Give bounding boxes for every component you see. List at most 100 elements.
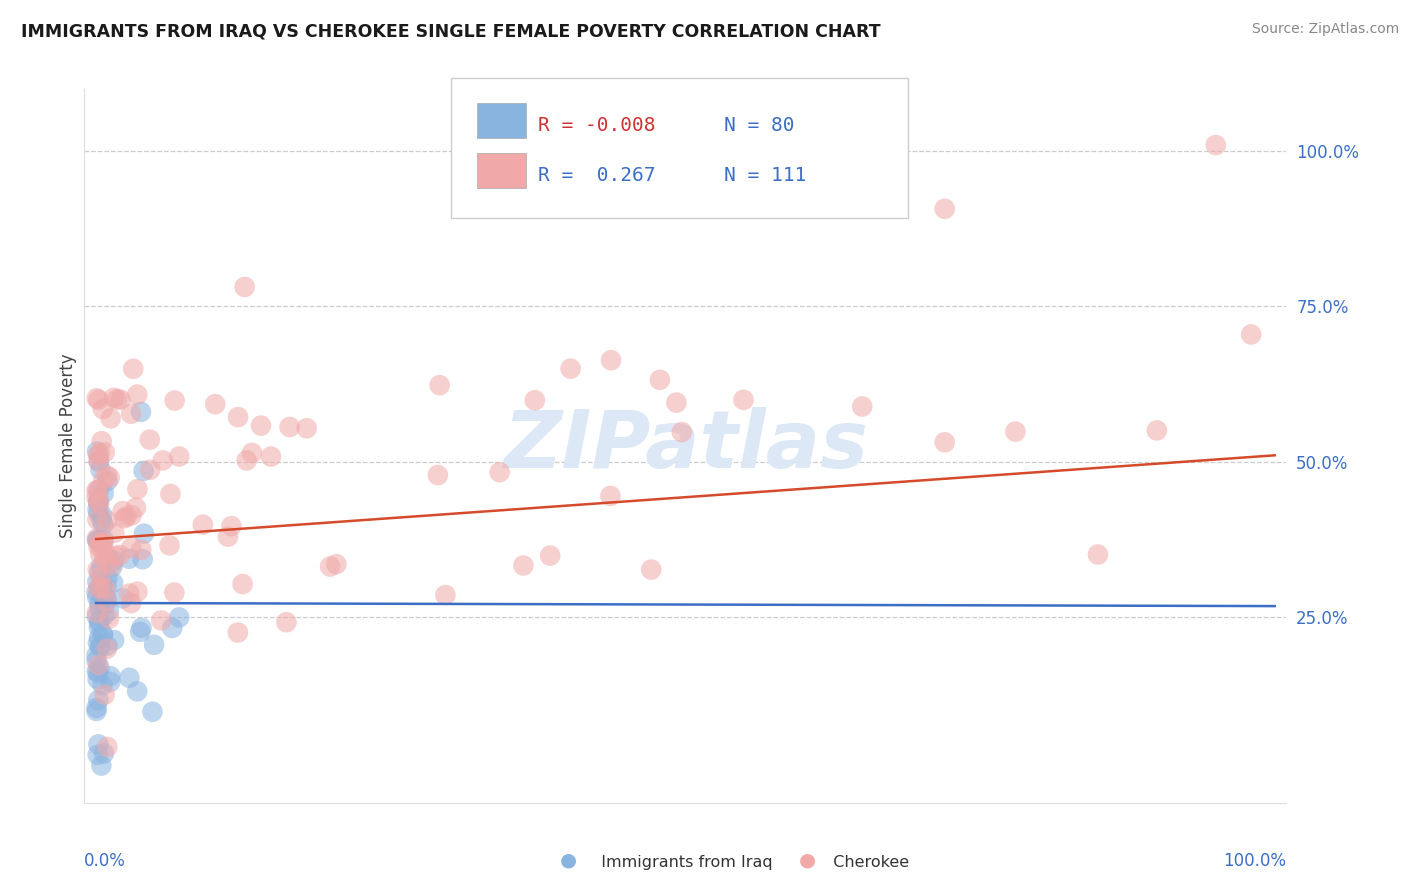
Point: [91, 402, 114, 417]
Point: [538, 549, 561, 563]
Point: [87, 494, 110, 508]
Point: [90, 434, 112, 449]
Point: [86, 701, 108, 715]
Point: [89, 640, 111, 655]
Point: [86, 591, 108, 605]
Text: Source: ZipAtlas.com: Source: ZipAtlas.com: [1251, 22, 1399, 37]
Point: [163, 585, 186, 599]
Point: [111, 591, 134, 606]
Point: [86, 704, 108, 718]
Point: [91, 579, 114, 593]
Point: [96, 468, 118, 483]
Point: [648, 373, 671, 387]
Point: [93, 608, 115, 623]
Point: [87, 495, 110, 509]
Point: [94, 445, 117, 459]
Point: [87, 506, 110, 520]
Point: [89, 547, 111, 561]
Point: [108, 548, 131, 562]
Point: [260, 450, 283, 464]
Point: [104, 549, 127, 563]
Point: [434, 588, 457, 602]
Point: [150, 614, 173, 628]
Point: [91, 535, 114, 549]
Point: [89, 463, 111, 477]
Point: [250, 418, 273, 433]
Text: Immigrants from Iraq: Immigrants from Iraq: [591, 855, 772, 870]
Point: [152, 453, 174, 467]
Point: [221, 519, 243, 533]
Point: [87, 620, 110, 634]
Point: [87, 483, 110, 497]
Text: N = 80: N = 80: [724, 116, 794, 135]
Point: [87, 392, 110, 407]
Point: [87, 615, 110, 630]
Point: [240, 446, 263, 460]
Point: [97, 551, 120, 566]
Point: [671, 425, 693, 439]
Text: ●: ●: [799, 851, 815, 870]
Point: [90, 589, 112, 603]
Point: [91, 627, 114, 641]
Point: [91, 517, 114, 532]
Point: [89, 639, 111, 653]
Point: [96, 639, 118, 653]
Point: [87, 540, 110, 554]
FancyBboxPatch shape: [478, 103, 526, 138]
Text: 100.0%: 100.0%: [1223, 852, 1286, 870]
Point: [278, 420, 301, 434]
Point: [159, 487, 181, 501]
Point: [115, 509, 138, 524]
Point: [127, 584, 149, 599]
Point: [600, 353, 623, 368]
Point: [87, 498, 110, 512]
Point: [87, 747, 110, 762]
Point: [91, 473, 114, 487]
Point: [89, 538, 111, 552]
Point: [87, 449, 110, 463]
Point: [191, 517, 214, 532]
Point: [226, 410, 249, 425]
Point: [105, 392, 128, 407]
Point: [86, 585, 108, 599]
Point: [217, 530, 239, 544]
Point: [167, 610, 190, 624]
Point: [93, 747, 115, 761]
Point: [86, 391, 108, 405]
Point: [86, 532, 108, 546]
Point: [125, 500, 148, 515]
FancyBboxPatch shape: [478, 153, 526, 188]
Point: [86, 606, 108, 620]
Point: [103, 554, 125, 568]
Point: [233, 280, 256, 294]
Point: [93, 549, 115, 563]
Point: [96, 571, 118, 585]
Text: Cherokee: Cherokee: [823, 855, 908, 870]
Point: [599, 489, 621, 503]
Point: [319, 559, 342, 574]
Point: [934, 435, 956, 450]
Point: [96, 594, 118, 608]
Text: IMMIGRANTS FROM IRAQ VS CHEROKEE SINGLE FEMALE POVERTY CORRELATION CHART: IMMIGRANTS FROM IRAQ VS CHEROKEE SINGLE …: [21, 22, 880, 40]
Point: [101, 559, 124, 574]
Point: [89, 483, 111, 497]
Point: [139, 463, 162, 477]
Point: [87, 693, 110, 707]
Point: [87, 582, 110, 596]
Point: [87, 454, 110, 468]
Point: [560, 361, 582, 376]
Point: [94, 544, 117, 558]
Point: [87, 738, 110, 752]
Point: [93, 533, 115, 547]
Point: [127, 482, 149, 496]
Point: [89, 535, 111, 549]
Point: [429, 378, 451, 392]
Point: [98, 470, 121, 484]
Point: [86, 665, 108, 679]
Point: [132, 464, 155, 478]
Point: [232, 577, 254, 591]
Point: [96, 555, 118, 569]
Point: [169, 450, 191, 464]
Text: ZIPatlas: ZIPatlas: [503, 407, 868, 485]
Point: [90, 580, 112, 594]
